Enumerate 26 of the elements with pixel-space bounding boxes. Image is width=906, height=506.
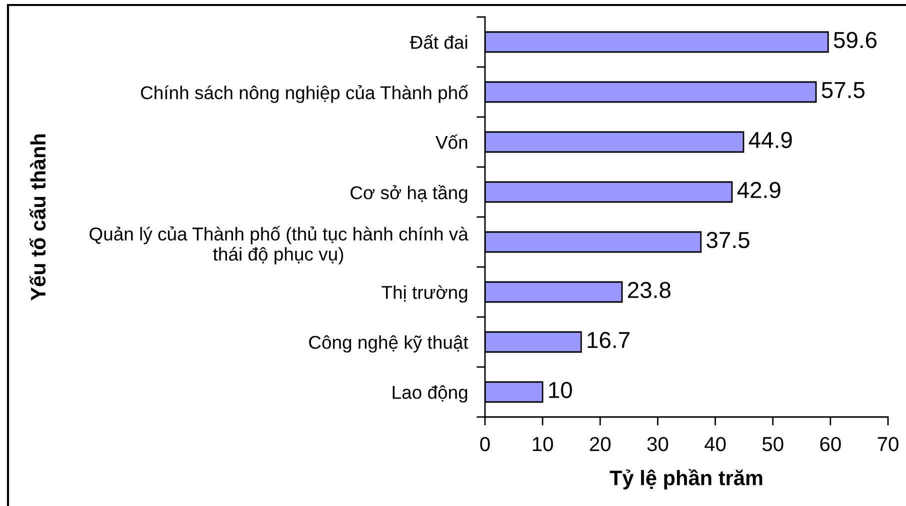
y-tick-label: Đất đai xyxy=(410,34,468,49)
x-tick-label: 70 xyxy=(878,436,898,452)
x-tick-label: 20 xyxy=(590,436,611,452)
y-tick-label: Cơ sở hạ tầng xyxy=(350,184,468,203)
data-label: 23.8 xyxy=(628,282,670,298)
data-label: 16.7 xyxy=(588,332,630,348)
data-label: 10 xyxy=(549,382,572,398)
data-label: 44.9 xyxy=(748,132,792,148)
x-tick-label: 30 xyxy=(647,436,668,452)
x-tick-label: 50 xyxy=(762,436,784,452)
y-tick-label: Công nghệ kỹ thuật xyxy=(309,335,468,353)
data-label: 42.9 xyxy=(737,182,780,198)
y-axis-title: Yếu tố cấu thành xyxy=(29,134,46,301)
x-tick-label: 60 xyxy=(820,436,841,452)
data-label: 57.5 xyxy=(822,82,865,98)
x-tick-label: 10 xyxy=(532,436,553,452)
data-label: 59.6 xyxy=(834,32,877,48)
y-tick-label: Vốn xyxy=(436,134,468,149)
data-label: 37.5 xyxy=(706,232,750,248)
y-tick-label: Thị trường xyxy=(382,285,468,303)
y-tick-label: Quản lý của Thành phố (thủ tục hành chính và thái độ phục vụ) xyxy=(90,226,468,264)
x-tick-label: 40 xyxy=(704,436,726,452)
y-tick-label: Chính sách nông nghiệp của Thành phố xyxy=(140,84,468,103)
x-tick-label: 0 xyxy=(480,436,490,452)
x-axis-title: Tỷ lệ phần trăm xyxy=(610,469,762,490)
y-tick-label: Lao động xyxy=(392,385,468,403)
